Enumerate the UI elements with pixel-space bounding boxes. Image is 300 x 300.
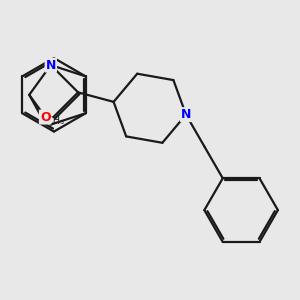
Text: N: N — [181, 108, 191, 121]
Text: N: N — [46, 58, 56, 72]
Text: CH₃: CH₃ — [46, 116, 64, 126]
Text: O: O — [40, 110, 50, 124]
